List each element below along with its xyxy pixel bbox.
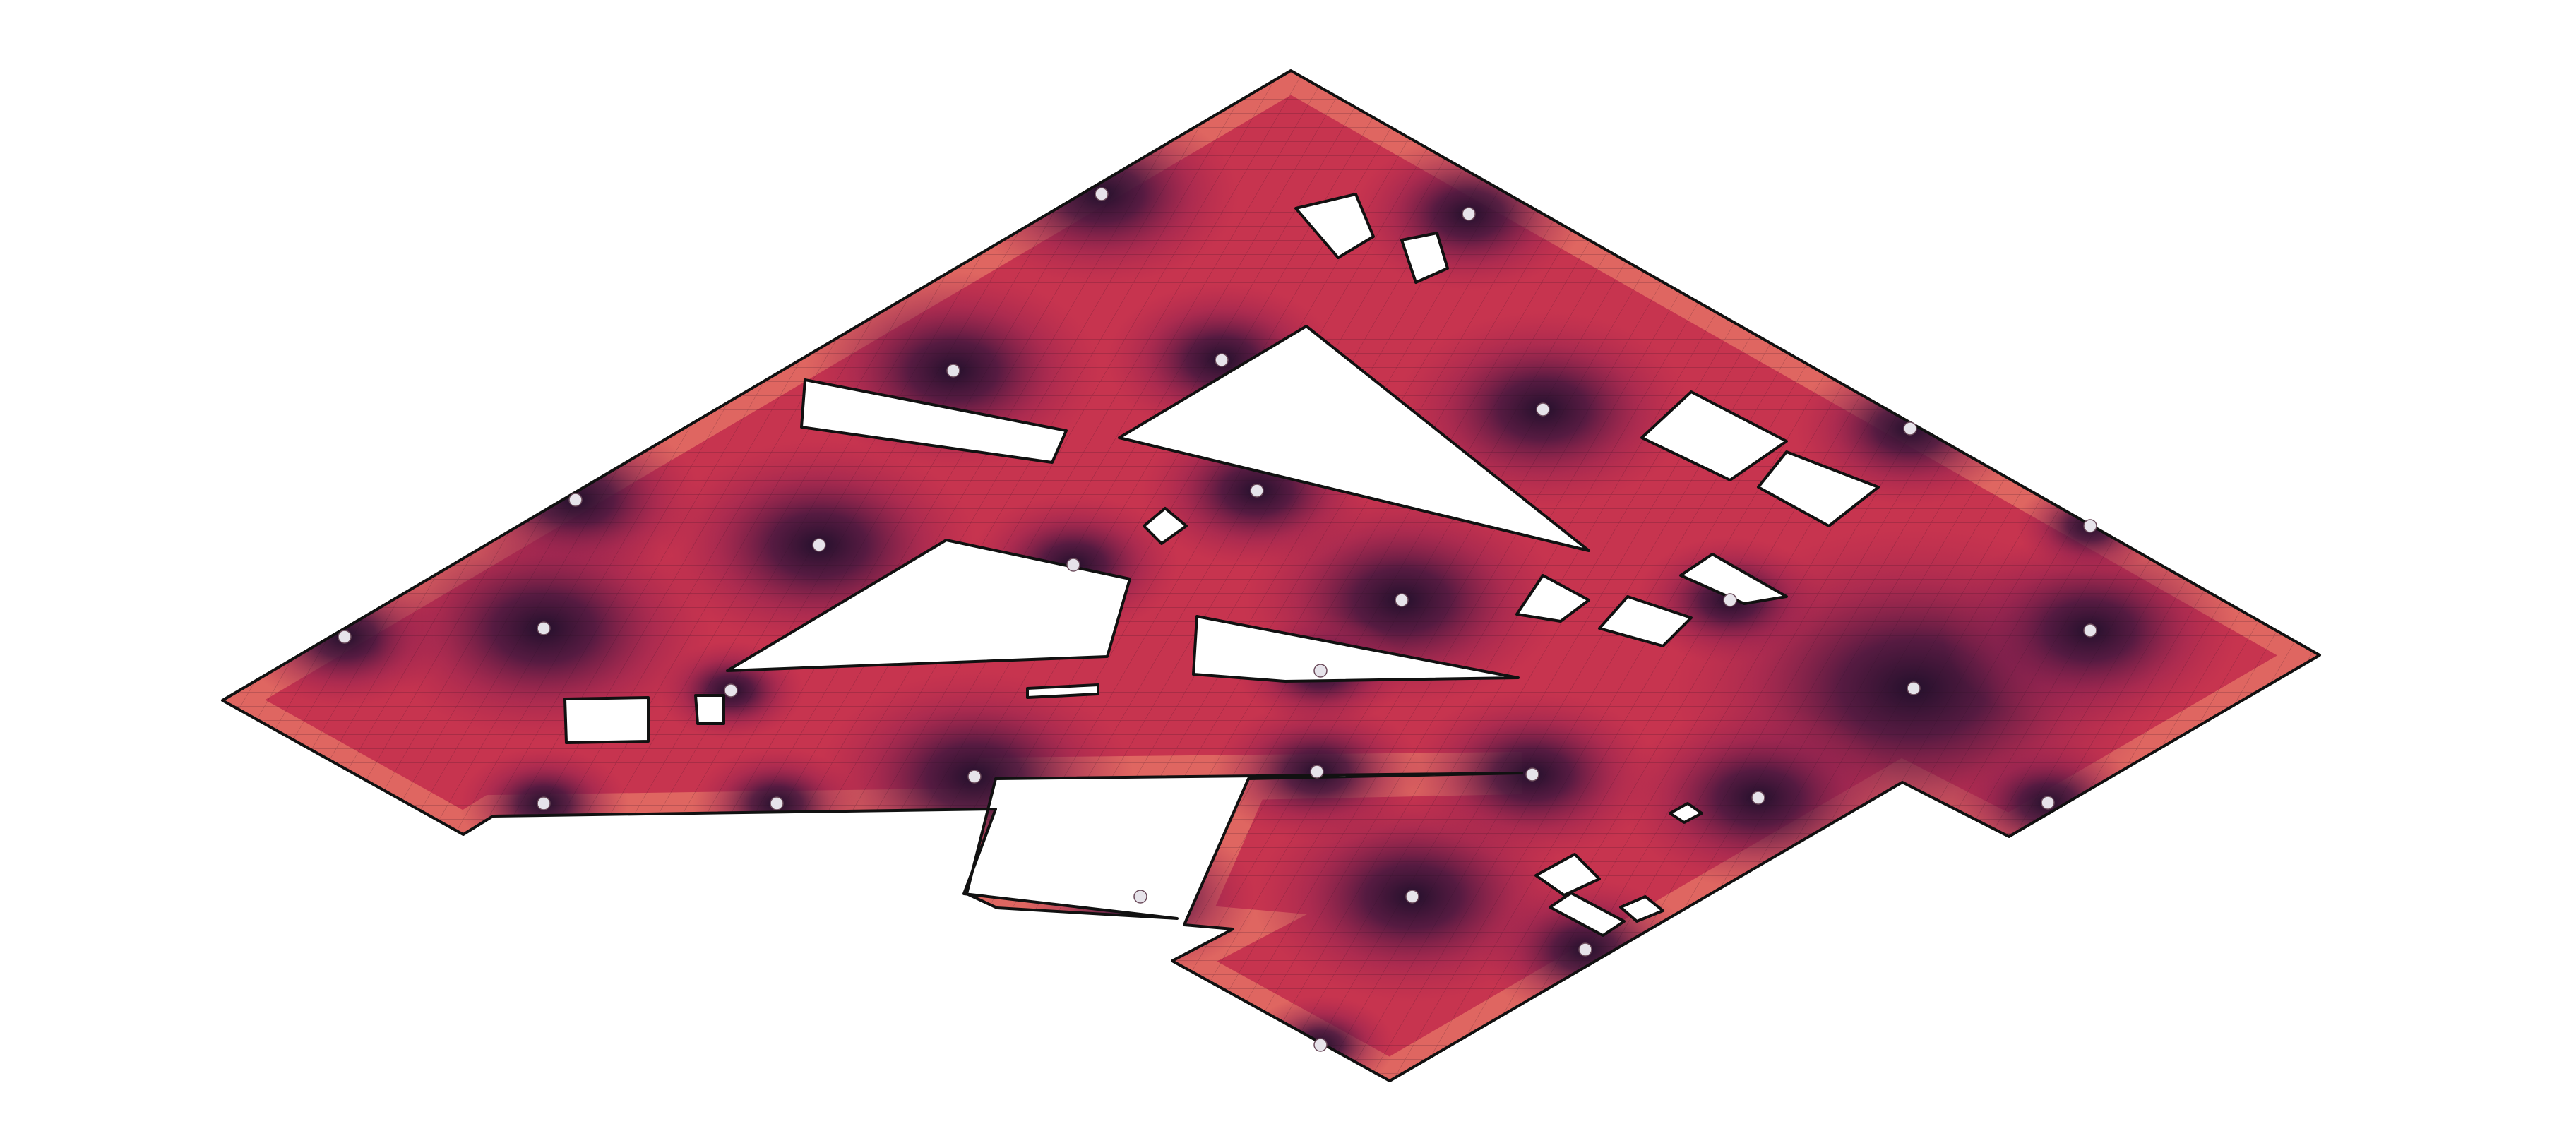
- hole-rect-upper-left: [800, 378, 1068, 464]
- mesh-node-point: [1310, 765, 1324, 779]
- mesh-node-point: [1525, 767, 1539, 782]
- mesh-node-point: [1578, 942, 1592, 957]
- mesh-node-point: [1903, 421, 1917, 436]
- hole-slot-center: [1026, 683, 1099, 699]
- mesh-node-point: [1536, 402, 1550, 417]
- mesh-node-point: [1133, 890, 1147, 904]
- hole-rect-right-upper: [1640, 390, 1788, 481]
- mesh-node-point: [770, 796, 784, 810]
- mesh-node-point: [1095, 187, 1109, 201]
- mesh-node-point: [1313, 1038, 1328, 1052]
- mesh-node-point: [1066, 558, 1080, 572]
- mesh-node-point: [537, 796, 551, 810]
- domain-outline: [221, 69, 2321, 1082]
- mesh-node-point: [1405, 890, 1419, 904]
- mesh-node-point: [338, 630, 352, 644]
- hole-rect-lower-c: [1619, 895, 1664, 923]
- mesh-node-point: [1215, 353, 1229, 367]
- mesh-node-point: [1462, 207, 1476, 221]
- mesh-node-point: [1250, 484, 1264, 498]
- hole-rect-center-b: [1598, 595, 1693, 647]
- holes: [564, 193, 1880, 937]
- mesh-node-point: [724, 683, 738, 698]
- hole-rect-top: [1294, 193, 1375, 259]
- hole-rect-left-b: [694, 694, 725, 725]
- mesh-node-point: [568, 493, 583, 507]
- hole-rect-right-mid: [1757, 450, 1880, 527]
- mesh-node-point: [1395, 593, 1409, 607]
- mesh-node-point: [1751, 791, 1765, 805]
- mesh-node-point: [1723, 593, 1737, 607]
- mesh-node-point: [2041, 796, 2055, 810]
- hole-triangle-center: [1192, 615, 1520, 683]
- hole-rect-left-a: [564, 696, 650, 744]
- mesh-node-point: [1907, 681, 1921, 695]
- mesh-node-point: [1313, 664, 1328, 678]
- hole-rect-lower-a: [1534, 853, 1601, 897]
- hole-rect-lower-b: [1549, 892, 1626, 937]
- nodes-layer: [338, 187, 2097, 1052]
- mesh-node-point: [537, 621, 551, 635]
- hole-rect-top-small: [1400, 232, 1449, 284]
- hole-wedge-right: [1679, 553, 1788, 605]
- hole-rect-lower-d: [1669, 802, 1703, 824]
- mesh-node-point: [812, 538, 826, 552]
- mesh-node-point: [946, 364, 960, 378]
- mesh-node-point: [2083, 519, 2097, 533]
- hole-rect-center-a: [1515, 574, 1590, 623]
- mesh-node-point: [2083, 623, 2097, 638]
- mesh-node-point: [967, 770, 982, 784]
- hole-rect-mid-small: [1143, 507, 1188, 545]
- hole-large-triangle-upper: [1118, 325, 1590, 552]
